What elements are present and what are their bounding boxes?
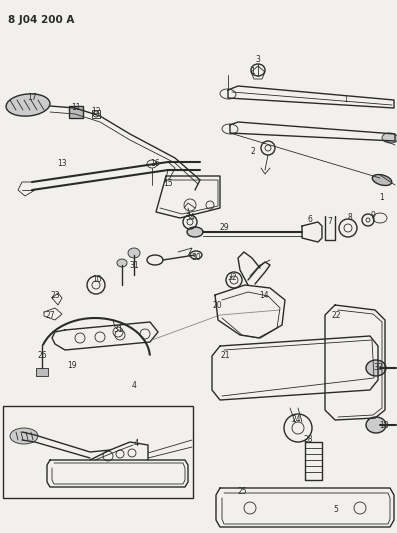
Text: 21: 21 (220, 351, 230, 359)
Text: 26: 26 (37, 351, 47, 359)
Text: 4: 4 (133, 440, 139, 448)
Text: 32: 32 (227, 273, 237, 282)
Text: 1: 1 (380, 193, 384, 203)
Bar (92, 110, 100, 118)
Ellipse shape (366, 360, 386, 376)
Text: 27: 27 (45, 311, 55, 320)
Text: 18: 18 (379, 421, 389, 430)
Text: 5: 5 (333, 505, 338, 514)
Text: 17: 17 (27, 93, 37, 101)
Text: 31: 31 (113, 326, 123, 335)
Text: 19: 19 (67, 360, 77, 369)
Text: 24: 24 (291, 416, 301, 424)
Text: 6: 6 (308, 215, 312, 224)
Text: 30: 30 (191, 254, 201, 262)
Text: 22: 22 (331, 311, 341, 319)
Text: 14: 14 (259, 290, 269, 300)
Bar (36, 368, 48, 376)
Text: 11: 11 (71, 102, 81, 111)
Text: 15: 15 (163, 179, 173, 188)
Text: 23: 23 (50, 290, 60, 300)
Bar (3, 406, 193, 498)
Text: 16: 16 (150, 158, 160, 167)
Ellipse shape (372, 174, 392, 185)
Text: 8: 8 (348, 214, 353, 222)
Ellipse shape (128, 248, 140, 258)
Ellipse shape (187, 227, 203, 237)
Text: 13: 13 (57, 158, 67, 167)
Ellipse shape (366, 417, 386, 433)
Text: 10: 10 (92, 276, 102, 285)
Text: 8 J04 200 A: 8 J04 200 A (8, 15, 74, 25)
Text: 34: 34 (185, 214, 195, 222)
Text: 1: 1 (251, 68, 255, 77)
Text: 29: 29 (219, 223, 229, 232)
Ellipse shape (10, 428, 38, 444)
Bar (69, 106, 83, 118)
Text: 28: 28 (303, 435, 313, 445)
Text: 3: 3 (256, 55, 260, 64)
Ellipse shape (382, 133, 397, 143)
Text: 7: 7 (328, 217, 332, 227)
Text: 20: 20 (212, 302, 222, 311)
Text: 4: 4 (131, 381, 137, 390)
Text: 2: 2 (251, 148, 255, 157)
Text: 12: 12 (91, 108, 101, 117)
Ellipse shape (6, 94, 50, 116)
Text: 1: 1 (344, 95, 349, 104)
Text: 31: 31 (129, 261, 139, 270)
Text: 33: 33 (373, 364, 383, 373)
Text: 25: 25 (237, 488, 247, 497)
Text: 9: 9 (370, 211, 376, 220)
Ellipse shape (117, 259, 127, 267)
